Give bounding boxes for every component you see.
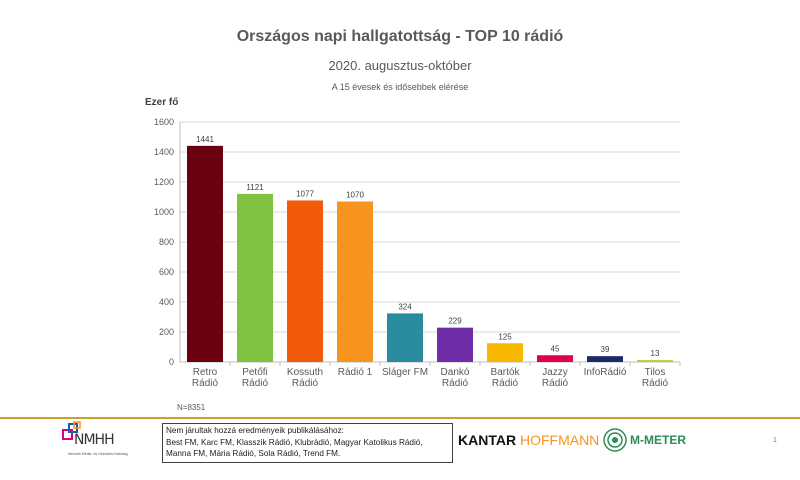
data-label: 324 [398,302,412,311]
bar [437,327,473,362]
x-tick-label: Kossuth Rádió [287,367,323,389]
non-consent-line-2: Best FM, Karc FM, Klasszik Rádió, Klubrá… [166,437,423,447]
bar [187,145,223,362]
kantar-hoffmann-logo: KANTAR HOFFMANN [458,432,599,448]
data-label: 1121 [246,183,264,192]
kantar-logo-text: KANTAR [458,432,517,448]
footer-divider [0,417,800,419]
hoffmann-logo-text: HOFFMANN [519,432,600,448]
bar [237,193,273,362]
nmhh-logo-subtext: Nemzeti Média- és Hírközlési Hatóság [68,452,128,456]
data-label: 1077 [296,189,314,198]
bar [337,201,373,362]
x-tick-label: Rádió 1 [338,367,373,378]
x-tick-label: InfoRádió [584,367,627,378]
mmeter-logo-icon [603,428,627,452]
y-tick-label: 1400 [154,147,174,157]
bar-chart: 0 200 400 600 800 1000 1200 1400 1600 1441 Retro Rá… [154,117,681,389]
y-tick-label: 200 [159,327,174,337]
x-tick-label: Dankó Rádió [441,367,470,389]
x-tick-label: Petőfi Rádió [242,367,269,389]
nmhh-logo [62,421,81,440]
mmeter-logo-text: M-METER [630,433,686,447]
x-tick-label: Sláger FM [382,367,428,378]
bar [637,360,673,362]
data-label: 39 [601,345,610,354]
y-tick-label: 400 [159,297,174,307]
data-label: 1070 [346,191,364,200]
y-tick-label: 0 [169,357,174,367]
sample-size: N=8351 [177,403,206,412]
y-axis-label: Ezer fő [145,97,179,108]
x-tick-label: Tilos Rádió [642,367,669,389]
y-tick-label: 1200 [154,177,174,187]
chart-title: Országos napi hallgatottság - TOP 10 rád… [236,28,564,45]
x-tick-label: Retro Rádió [192,367,219,389]
x-tick-label: Jazzy Rádió [542,367,569,389]
data-label: 125 [498,332,512,341]
data-label: 229 [448,317,462,326]
bar [537,355,573,362]
bar [387,313,423,362]
data-label: 1441 [196,135,214,144]
chart-subtitle: 2020. augusztus-október [328,58,472,73]
y-tick-label: 1000 [154,207,174,217]
y-tick-label: 600 [159,267,174,277]
page-number: 1 [773,437,777,444]
bar [287,200,323,362]
x-tick-label: Bartók Rádió [491,367,521,389]
nmhh-logo-text: NMHH [74,432,115,448]
bar [487,343,523,362]
data-label: 13 [651,349,660,358]
y-tick-label: 1600 [154,117,174,127]
non-consent-line-3: Manna FM, Mária Rádió, Sola Rádió, Trend… [166,449,341,458]
bar [587,356,623,362]
data-label: 45 [551,344,560,353]
non-consent-line-1: Nem járultak hozzá eredményeik publikálá… [166,426,344,435]
chart-note: A 15 évesek és idősebbek elérése [331,82,469,92]
y-tick-label: 800 [159,237,174,247]
non-consent-note-box: Nem járultak hozzá eredményeik publikálá… [162,423,453,463]
